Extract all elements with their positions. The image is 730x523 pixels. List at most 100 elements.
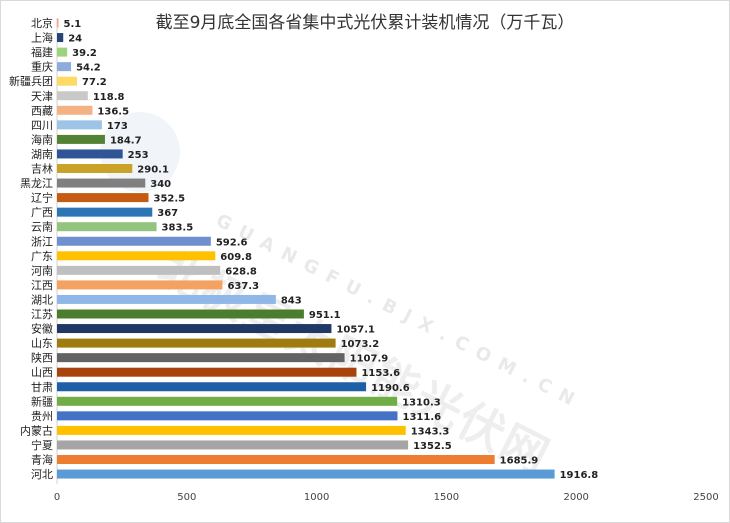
bar-22 [57,338,336,348]
value-label-7: 173 [107,121,128,132]
bar-21 [57,324,332,334]
value-label-20: 951.1 [309,310,341,321]
category-label-23: 陕西 [31,351,53,365]
bar-1 [57,33,64,43]
bar-25 [57,382,367,392]
bar-8 [57,134,105,144]
category-label-11: 黑龙江 [20,177,53,190]
value-label-21: 1057.1 [336,325,375,336]
bar-29 [57,440,409,450]
bar-5 [57,91,88,101]
value-label-4: 77.2 [82,77,107,88]
category-label-2: 福建 [31,45,53,59]
category-label-12: 辽宁 [31,191,53,205]
bar-13 [57,207,153,217]
ticks-layer: 0 500 1000 1500 2000 2500 [54,492,719,503]
category-label-26: 新疆 [31,394,53,408]
value-label-16: 609.8 [220,252,252,263]
bar-19 [57,294,276,304]
category-label-27: 贵州 [31,410,53,423]
category-label-3: 重庆 [31,60,53,74]
bar-12 [57,193,149,203]
category-label-10: 吉林 [31,162,53,176]
category-label-17: 河南 [31,264,53,277]
x-tick-label-3: 1500 [434,492,459,503]
bar-3 [57,62,72,72]
category-label-24: 山西 [31,366,53,379]
bar-14 [57,222,157,232]
bar-27 [57,411,398,421]
bar-26 [57,396,398,406]
value-label-29: 1352.5 [413,441,452,452]
x-tick-label-0: 0 [54,492,60,503]
value-label-3: 54.2 [76,63,101,74]
category-label-28: 内蒙古 [20,423,53,437]
value-label-11: 340 [150,179,171,190]
bar-17 [57,265,221,275]
value-label-9: 253 [128,150,149,161]
value-label-10: 290.1 [137,165,169,176]
value-label-5: 118.8 [93,92,125,103]
bar-6 [57,105,93,115]
value-label-0: 5.1 [64,19,82,30]
value-label-13: 367 [157,208,178,219]
value-label-22: 1073.2 [341,339,380,350]
category-label-5: 天津 [31,90,53,103]
labels-layer: 北京 5.1 上海 24 福建 39.2 重庆 54.2 新疆兵团 77.2 天津 118.8 西藏 13… [9,16,598,481]
bar-9 [57,149,123,159]
value-label-23: 1107.9 [350,354,389,365]
category-label-15: 浙江 [31,235,53,248]
value-label-25: 1190.6 [371,383,410,394]
value-label-31: 1916.8 [560,470,599,481]
value-label-28: 1343.3 [411,426,450,437]
category-label-16: 广东 [31,250,53,263]
value-label-27: 1311.6 [402,412,441,423]
x-tick-label-1: 500 [177,492,196,503]
category-label-25: 甘肃 [31,381,53,394]
category-label-20: 江苏 [31,308,53,321]
category-label-19: 湖北 [31,293,53,306]
bar-10 [57,164,133,173]
bars-layer [57,18,555,479]
bar-11 [57,178,146,188]
value-label-18: 637.3 [227,281,259,292]
category-label-31: 河北 [31,468,53,481]
value-label-17: 628.8 [225,266,257,277]
value-label-24: 1153.6 [361,368,400,379]
value-label-19: 843 [281,295,302,306]
category-label-14: 云南 [31,221,53,234]
category-label-7: 四川 [31,119,53,132]
value-label-12: 352.5 [154,194,186,205]
category-label-13: 广西 [31,206,53,219]
value-label-14: 383.5 [162,223,194,234]
value-label-15: 592.6 [216,237,248,248]
bar-2 [57,47,68,57]
category-label-6: 西藏 [31,104,53,117]
bar-16 [57,251,216,261]
value-label-30: 1685.9 [500,456,539,467]
category-label-9: 湖南 [31,148,53,161]
bar-20 [57,309,304,319]
bar-0 [57,18,59,28]
bar-23 [57,353,345,363]
category-label-8: 海南 [31,132,53,146]
x-tick-label-2: 1000 [304,492,329,503]
chart-title: 截至9月底全国各省集中式光伏累计装机情况（万千瓦） [155,13,575,33]
x-tick-label-4: 2000 [563,492,588,503]
bar-31 [57,469,555,479]
bar-18 [57,280,223,290]
category-label-4: 新疆兵团 [9,74,53,88]
value-label-26: 1310.3 [402,397,441,408]
category-label-22: 山东 [31,337,53,350]
category-label-18: 江西 [31,279,53,292]
bar-7 [57,120,102,130]
value-label-8: 184.7 [110,135,142,146]
bar-24 [57,367,357,377]
category-label-29: 宁夏 [31,438,53,452]
value-label-6: 136.5 [97,106,129,117]
bar-30 [57,455,495,464]
category-label-21: 安徽 [31,322,53,336]
category-label-0: 北京 [31,16,53,30]
bar-15 [57,236,211,246]
